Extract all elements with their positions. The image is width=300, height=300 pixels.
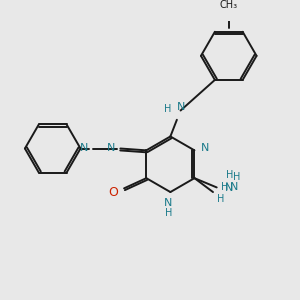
Text: H: H <box>221 182 229 192</box>
Text: CH₃: CH₃ <box>220 0 238 10</box>
Text: H: H <box>165 208 172 218</box>
Text: N: N <box>230 182 238 192</box>
Text: N: N <box>107 142 116 153</box>
Text: H: H <box>226 170 233 180</box>
Text: H: H <box>233 172 241 182</box>
Text: N: N <box>225 183 233 193</box>
Text: N: N <box>177 102 185 112</box>
Text: N: N <box>201 142 209 153</box>
Text: H: H <box>217 194 224 204</box>
Text: H: H <box>164 104 171 114</box>
Text: N: N <box>164 198 173 208</box>
Text: O: O <box>109 186 118 199</box>
Text: N: N <box>80 142 88 153</box>
